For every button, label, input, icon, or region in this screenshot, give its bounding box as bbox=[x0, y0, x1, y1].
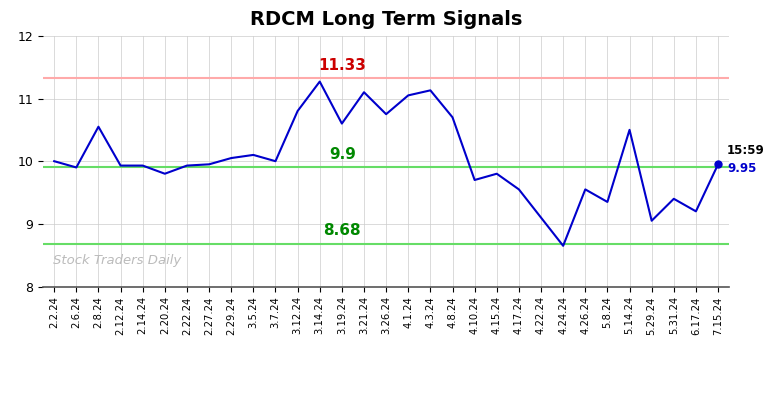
Title: RDCM Long Term Signals: RDCM Long Term Signals bbox=[250, 10, 522, 29]
Text: Stock Traders Daily: Stock Traders Daily bbox=[53, 254, 182, 267]
Text: 15:59: 15:59 bbox=[727, 144, 764, 157]
Text: 9.9: 9.9 bbox=[328, 147, 356, 162]
Text: 8.68: 8.68 bbox=[324, 223, 361, 238]
Text: 11.33: 11.33 bbox=[318, 59, 366, 73]
Text: 9.95: 9.95 bbox=[727, 162, 757, 175]
